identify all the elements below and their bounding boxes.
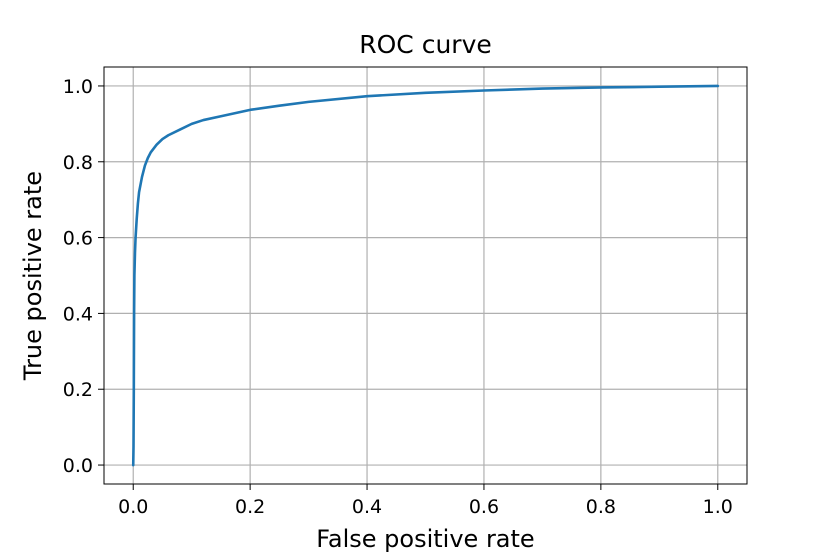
series-layer [131, 84, 720, 467]
x-tick-label: 0.4 [352, 496, 382, 518]
x-tick-label: 0.8 [586, 496, 616, 518]
y-tick-label: 1.0 [63, 76, 93, 98]
x-tick-label: 1.0 [703, 496, 733, 518]
grid-layer [104, 67, 747, 484]
x-tick-label: 0.6 [469, 496, 499, 518]
plot-frame [103, 66, 748, 485]
y-tick-label: 0.2 [63, 379, 93, 401]
x-tick-label: 0.0 [118, 496, 148, 518]
y-axis-label: True positive rate [19, 171, 47, 381]
roc-curve-line [131, 84, 720, 467]
chart-title: ROC curve [359, 30, 492, 59]
y-tick-label: 0.4 [63, 303, 93, 325]
y-tick-label: 0.8 [63, 152, 93, 174]
y-tick-label: 0.0 [63, 455, 93, 477]
tick-layer: 0.0 0.2 0.4 0.6 0.8 1.0 0.0 0.2 0.4 0.6 0.8 1.0 [63, 76, 733, 518]
y-tick-label: 0.6 [63, 228, 93, 250]
x-axis-label: False positive rate [316, 525, 534, 553]
x-tick-label: 0.2 [235, 496, 265, 518]
